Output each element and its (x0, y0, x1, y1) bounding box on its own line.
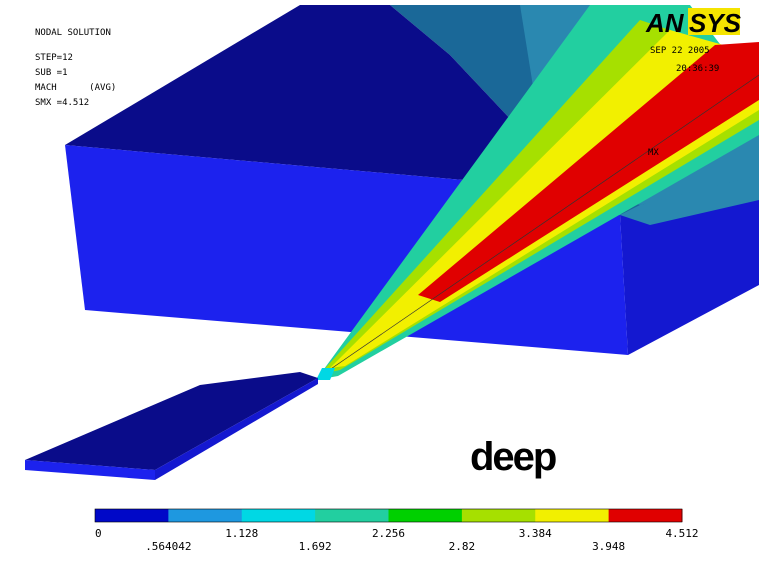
time: 20:36:39 (676, 64, 719, 74)
legend-band (462, 509, 536, 522)
legend-label: 3.948 (592, 540, 625, 553)
legend-band (95, 509, 169, 522)
legend-band (535, 509, 609, 522)
header-line: MACH (AVG) (35, 83, 116, 93)
legend-label: 0 (95, 527, 102, 540)
legend-label: .564042 (145, 540, 191, 553)
date: SEP 22 2005 (650, 46, 710, 56)
legend-band (389, 509, 463, 522)
header-line: STEP=12 (35, 53, 73, 63)
legend-band (242, 509, 316, 522)
header-line: SMX =4.512 (35, 98, 89, 108)
caption: deep (470, 435, 556, 479)
logo-right: SYS (689, 8, 742, 38)
legend-band (168, 509, 242, 522)
legend-label: 3.384 (519, 527, 552, 540)
legend-band (609, 509, 683, 522)
legend-label: 1.128 (225, 527, 258, 540)
max-marker: MX (648, 148, 659, 158)
legend-label: 1.692 (299, 540, 332, 553)
screenshot: NODAL SOLUTION STEP=12 SUB =1 MACH (AVG)… (0, 0, 759, 561)
header-line: NODAL SOLUTION (35, 28, 111, 38)
legend-label: 2.256 (372, 527, 405, 540)
legend-band (315, 509, 389, 522)
logo-left: AN (645, 8, 685, 38)
header-line: SUB =1 (35, 68, 68, 78)
legend-label: 2.82 (449, 540, 476, 553)
legend-label: 4.512 (665, 527, 698, 540)
